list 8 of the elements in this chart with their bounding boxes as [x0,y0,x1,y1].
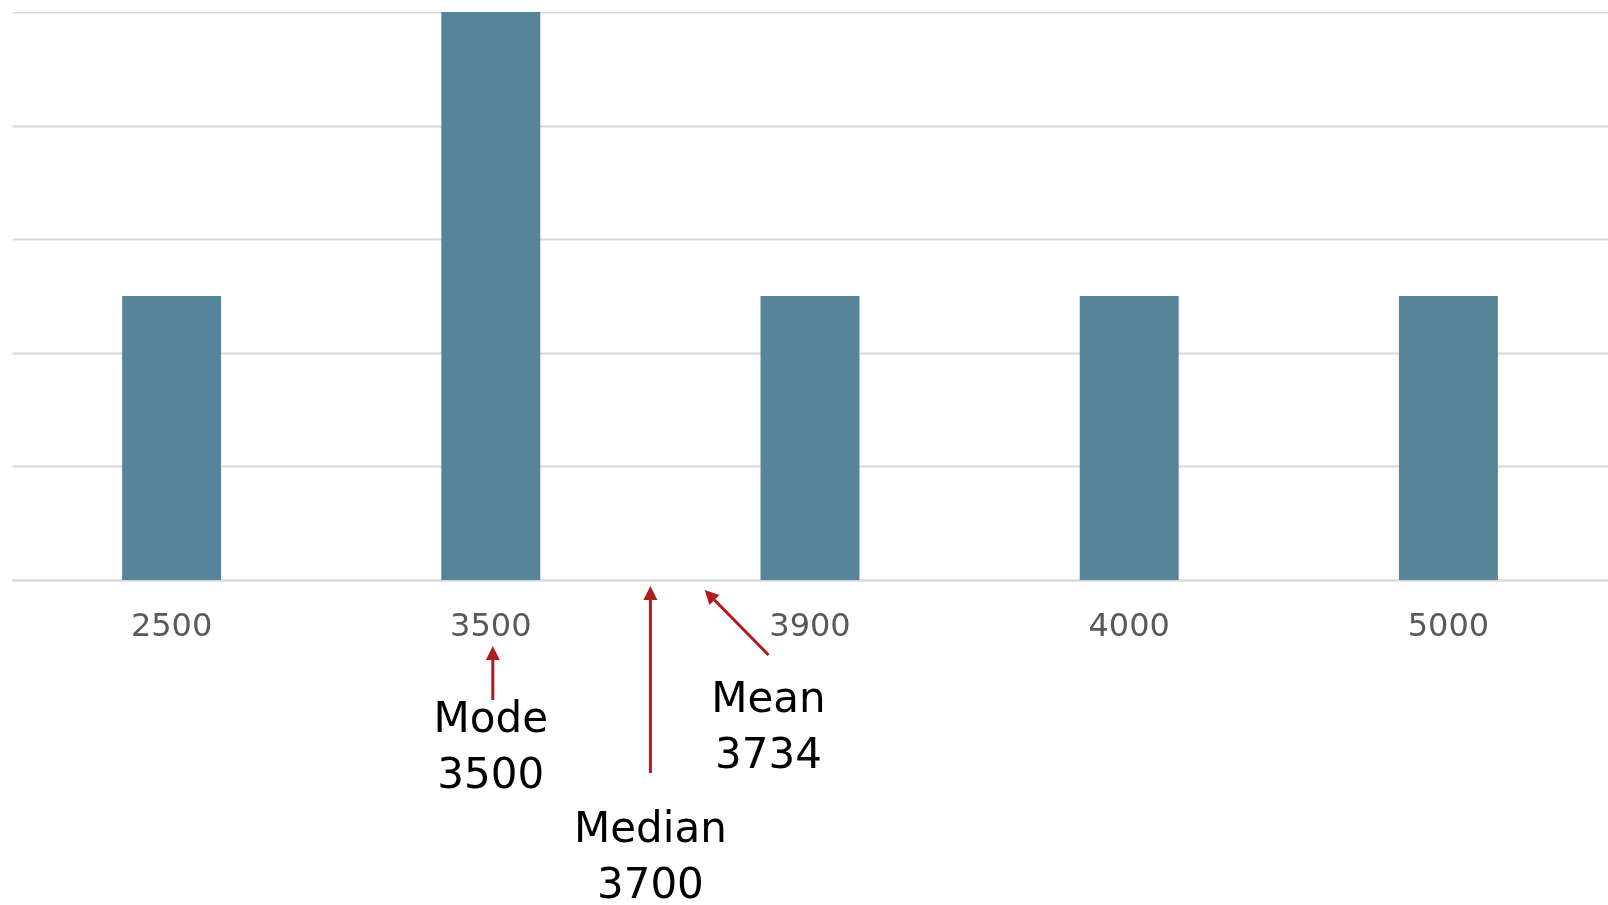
text: Mode 3500 [433,692,549,800]
x-tick-label: 5000 [1407,605,1490,644]
x-tick-label: 4000 [1088,605,1170,644]
text: Median 3700 [574,802,727,905]
text: Mean 3734 [711,672,826,780]
x-tick-label: 3900 [769,605,851,644]
x-tick-label: 2500 [130,605,213,644]
x-tick-label: 3500 [450,605,532,644]
